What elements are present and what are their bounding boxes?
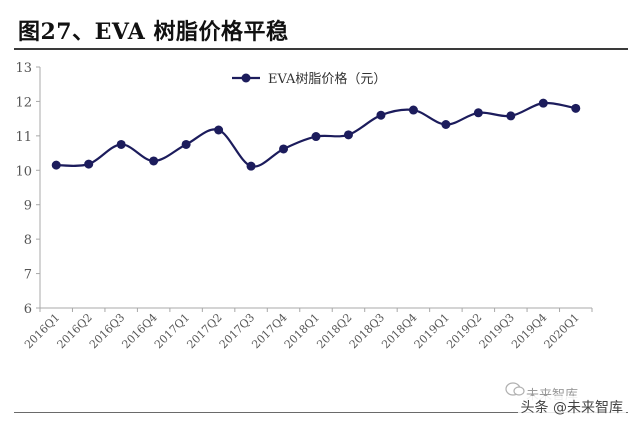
data-point bbox=[571, 103, 581, 113]
y-tick-label: 12 bbox=[15, 95, 32, 110]
y-tick-label: 8 bbox=[24, 233, 32, 248]
legend: EVA树脂价格（元） bbox=[232, 71, 386, 87]
data-point bbox=[214, 125, 224, 135]
title-divider bbox=[14, 48, 628, 50]
y-tick-label: 11 bbox=[15, 130, 32, 145]
wechat-logo-icon bbox=[505, 382, 525, 396]
y-tick-labels: 6 7 8 9 10 11 12 13 bbox=[15, 61, 32, 317]
chart-axes bbox=[36, 66, 593, 312]
y-tick-label: 13 bbox=[15, 61, 32, 76]
y-tick-label: 10 bbox=[15, 164, 32, 179]
y-tick-label: 6 bbox=[24, 302, 32, 317]
data-point bbox=[116, 139, 126, 149]
y-tick-label: 9 bbox=[24, 199, 32, 214]
legend-marker bbox=[241, 73, 251, 83]
series-layer bbox=[51, 98, 581, 171]
y-tick-label: 7 bbox=[24, 268, 32, 283]
data-point bbox=[181, 139, 191, 149]
data-point bbox=[473, 108, 483, 118]
data-point bbox=[279, 144, 289, 154]
figure-title: 图27、EVA 树脂价格平稳 bbox=[18, 19, 289, 45]
data-point bbox=[506, 111, 516, 121]
data-point bbox=[408, 105, 418, 115]
x-tick-label: 2020Q1 bbox=[542, 311, 582, 351]
data-point bbox=[538, 98, 548, 108]
data-point bbox=[441, 119, 451, 129]
watermark: 头条 @未来智库 bbox=[517, 396, 626, 418]
data-point bbox=[84, 159, 94, 169]
data-point bbox=[343, 130, 353, 140]
data-point bbox=[149, 156, 159, 166]
data-point bbox=[376, 110, 386, 120]
footer-divider bbox=[14, 412, 628, 413]
legend-label: EVA树脂价格（元） bbox=[268, 71, 386, 87]
data-point bbox=[311, 132, 321, 142]
data-point bbox=[51, 160, 61, 170]
data-point bbox=[246, 161, 256, 171]
x-tick-labels: 2016Q12016Q22016Q32016Q42017Q12017Q22017… bbox=[22, 311, 582, 351]
